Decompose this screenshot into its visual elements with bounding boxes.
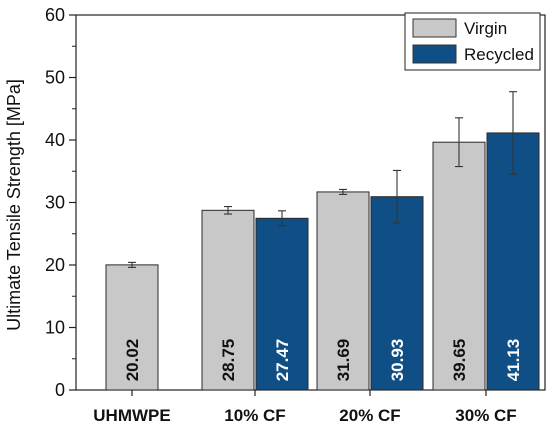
bar-recycled-3 bbox=[486, 132, 540, 391]
bar-virgin-1 bbox=[201, 209, 255, 391]
x-category-label: UHMWPE bbox=[93, 406, 170, 425]
legend-swatch-recycled bbox=[412, 44, 457, 64]
y-tick-label: 10 bbox=[45, 318, 65, 338]
bar-value-label: 28.75 bbox=[219, 339, 238, 382]
y-tick-label: 30 bbox=[45, 193, 65, 213]
error-bars bbox=[128, 91, 517, 268]
legend-label-virgin: Virgin bbox=[464, 19, 507, 38]
y-axis: 0 10 20 30 40 50 60 bbox=[45, 5, 76, 400]
bar-value-label: 41.13 bbox=[504, 339, 523, 382]
x-axis: UHMWPE 10% CF 20% CF 30% CF bbox=[93, 390, 517, 425]
legend: Virgin Recycled bbox=[404, 12, 541, 71]
bar-value-label: 39.65 bbox=[450, 339, 469, 382]
bar-value-label: 20.02 bbox=[123, 339, 142, 382]
bar-recycled-1 bbox=[255, 217, 309, 391]
x-category-label: 10% CF bbox=[224, 406, 285, 425]
bar-recycled-2 bbox=[370, 196, 424, 391]
bar-value-label: 30.93 bbox=[388, 339, 407, 382]
y-axis-title: Ultimate Tensile Strength [MPa] bbox=[4, 79, 24, 331]
data-labels: 20.02 28.75 27.47 31.69 30.93 39.65 41.13 bbox=[123, 339, 523, 382]
y-tick-label: 50 bbox=[45, 68, 65, 88]
bar-virgin-3 bbox=[432, 141, 486, 391]
x-category-label: 30% CF bbox=[455, 406, 516, 425]
y-tick-label: 40 bbox=[45, 130, 65, 150]
bar-value-label: 27.47 bbox=[273, 339, 292, 382]
y-tick-label: 0 bbox=[55, 380, 65, 400]
y-tick-label: 60 bbox=[45, 5, 65, 25]
bars bbox=[105, 132, 540, 391]
legend-swatch-virgin bbox=[412, 18, 457, 38]
bar-value-label: 31.69 bbox=[334, 339, 353, 382]
x-category-label: 20% CF bbox=[339, 406, 400, 425]
bar-virgin-0 bbox=[105, 264, 159, 391]
legend-label-recycled: Recycled bbox=[464, 45, 534, 64]
y-tick-label: 20 bbox=[45, 255, 65, 275]
bar-virgin-2 bbox=[316, 191, 370, 391]
